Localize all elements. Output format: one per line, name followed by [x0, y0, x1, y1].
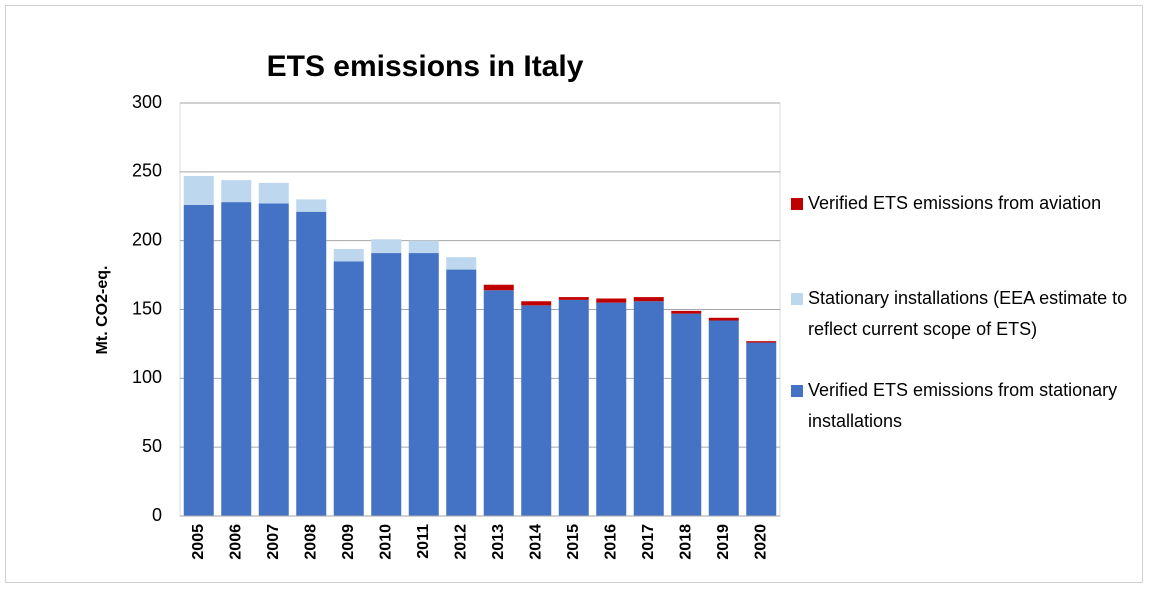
bar-segment — [708, 317, 739, 321]
x-tick-label: 2020 — [752, 524, 769, 560]
bar-segment — [296, 199, 327, 212]
bar-segment — [371, 253, 402, 516]
bar-segment — [633, 297, 664, 302]
bar-segment — [633, 301, 664, 516]
bar-segment — [333, 248, 364, 262]
bar-segment — [671, 310, 702, 314]
legend-swatch — [791, 293, 803, 305]
x-tick-label: 2005 — [190, 524, 207, 560]
bar-segment — [258, 182, 289, 204]
bar-segment — [521, 305, 552, 516]
x-tick-label: 2018 — [677, 524, 694, 560]
bar-segment — [408, 253, 439, 516]
x-tick-label: 2013 — [490, 524, 507, 560]
bar-segment — [408, 240, 439, 254]
bar-segment — [596, 298, 627, 303]
x-tick-label: 2016 — [602, 524, 619, 560]
bar-segment — [521, 301, 552, 306]
bar-segment — [558, 297, 589, 300]
bar-segment — [183, 175, 214, 205]
legend-label: Verified ETS emissions from aviation — [808, 193, 1102, 213]
bar-segment — [221, 202, 252, 516]
bar-segment — [371, 239, 402, 254]
bar-segment — [258, 203, 289, 516]
bar-segment — [483, 290, 514, 516]
x-tick-label: 2006 — [227, 524, 244, 560]
x-tick-label: 2009 — [340, 524, 357, 560]
legend-label: Stationary installations (EEA estimate t… — [808, 288, 1128, 339]
x-tick-label: 2012 — [452, 524, 469, 560]
legend-swatch — [791, 198, 803, 210]
y-tick-label: 0 — [152, 505, 162, 525]
x-tick-label: 2008 — [302, 524, 319, 560]
bar-segment — [296, 211, 327, 517]
x-tick-label: 2007 — [265, 524, 282, 560]
x-tick-label: 2017 — [640, 524, 657, 560]
legend-item: Verified ETS emissions from aviation — [808, 193, 1102, 213]
bar-segment — [446, 257, 477, 270]
x-tick-label: 2014 — [527, 524, 544, 560]
legend-swatch — [791, 385, 803, 397]
bar-segment — [671, 313, 702, 516]
bar-segment — [708, 320, 739, 516]
bar-segment — [558, 299, 589, 516]
x-tick-label: 2019 — [715, 524, 732, 560]
bar-segment — [596, 302, 627, 516]
legend-item: Verified ETS emissions from stationary i… — [808, 380, 1118, 431]
bar-segment — [746, 341, 777, 343]
bar-segment — [221, 180, 252, 203]
legend-item: Stationary installations (EEA estimate t… — [808, 288, 1128, 339]
legend-label: Verified ETS emissions from stationary i… — [808, 380, 1118, 431]
y-tick-label: 200 — [132, 229, 162, 249]
y-tick-label: 150 — [132, 298, 162, 318]
bar-segment — [183, 204, 214, 516]
bar-segment — [483, 284, 514, 291]
bar-segment — [746, 342, 777, 516]
chart-title: ETS emissions in Italy — [267, 50, 584, 83]
y-tick-label: 300 — [132, 92, 162, 112]
y-tick-label: 100 — [132, 367, 162, 387]
y-tick-label: 250 — [132, 161, 162, 181]
x-tick-label: 2011 — [415, 524, 432, 559]
y-axis-label: Mt. CO2-eq. — [94, 266, 111, 355]
x-tick-label: 2010 — [377, 524, 394, 560]
x-tick-label: 2015 — [565, 524, 582, 560]
bar-segment — [333, 261, 364, 516]
y-tick-label: 50 — [142, 436, 162, 456]
bar-segment — [446, 269, 477, 516]
